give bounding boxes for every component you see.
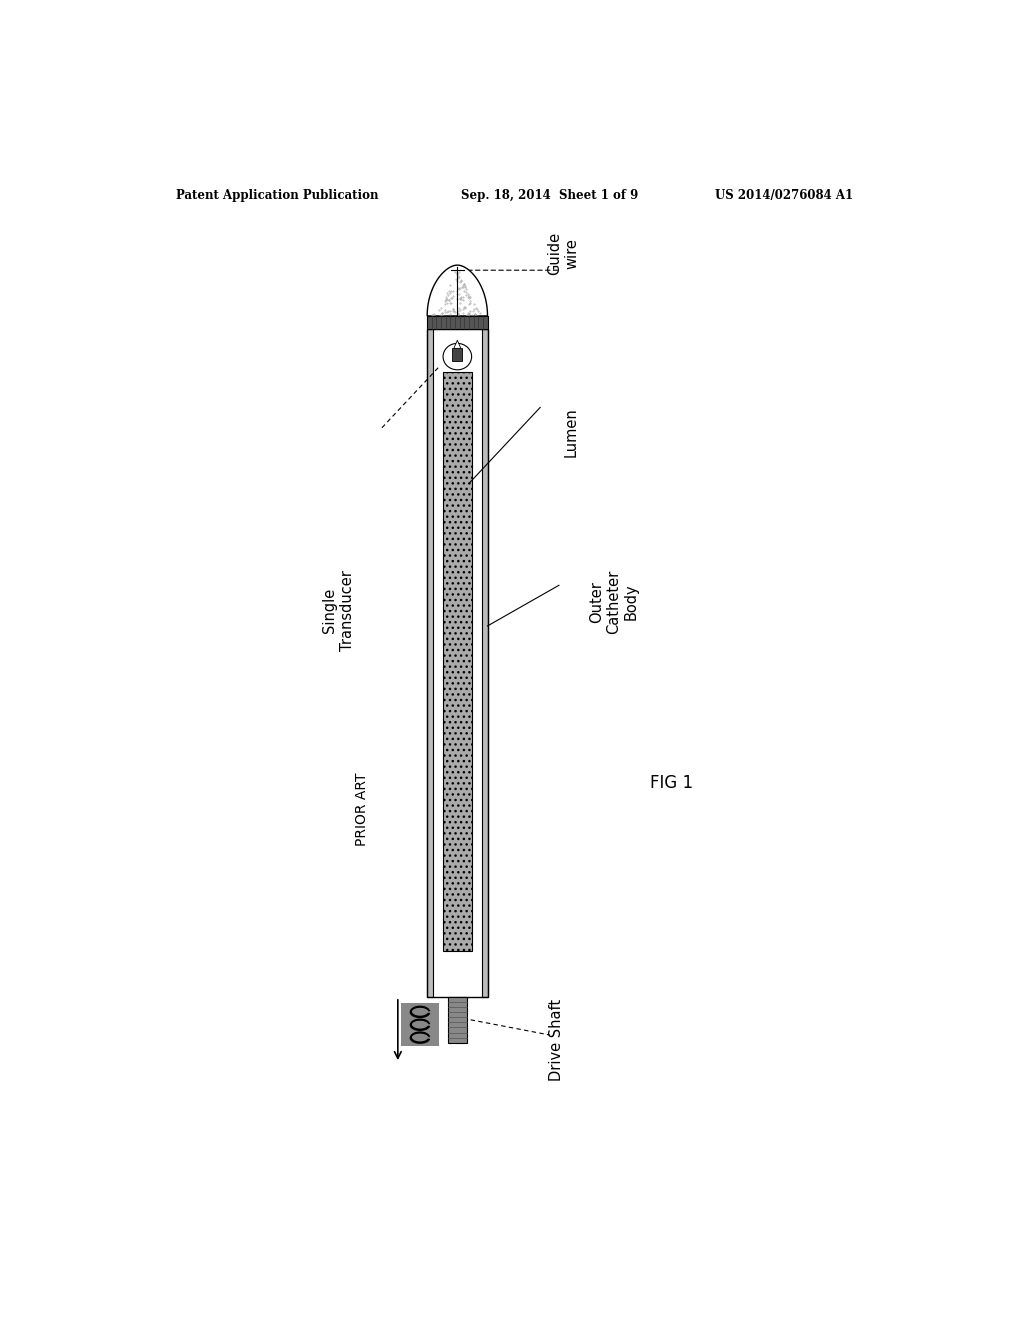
Bar: [427, 315, 487, 329]
Text: Sep. 18, 2014  Sheet 1 of 9: Sep. 18, 2014 Sheet 1 of 9: [461, 189, 639, 202]
Bar: [401, 1003, 439, 1045]
Bar: [453, 348, 463, 360]
Text: Guide
wire: Guide wire: [547, 231, 580, 275]
Polygon shape: [454, 341, 461, 348]
Bar: [443, 372, 472, 952]
Polygon shape: [427, 265, 487, 315]
Ellipse shape: [443, 343, 472, 370]
Bar: [427, 329, 487, 997]
Bar: [482, 329, 487, 997]
Text: Outer
Catheter
Body: Outer Catheter Body: [589, 570, 639, 635]
Text: Patent Application Publication: Patent Application Publication: [176, 189, 378, 202]
Bar: [449, 997, 467, 1043]
Text: US 2014/0276084 A1: US 2014/0276084 A1: [715, 189, 853, 202]
Text: FIG 1: FIG 1: [650, 775, 693, 792]
Text: Drive Shaft: Drive Shaft: [549, 998, 563, 1081]
Text: PRIOR ART: PRIOR ART: [355, 772, 369, 846]
Bar: [427, 329, 433, 997]
Text: Single
Transducer: Single Transducer: [323, 570, 354, 651]
Text: Lumen: Lumen: [563, 408, 579, 457]
